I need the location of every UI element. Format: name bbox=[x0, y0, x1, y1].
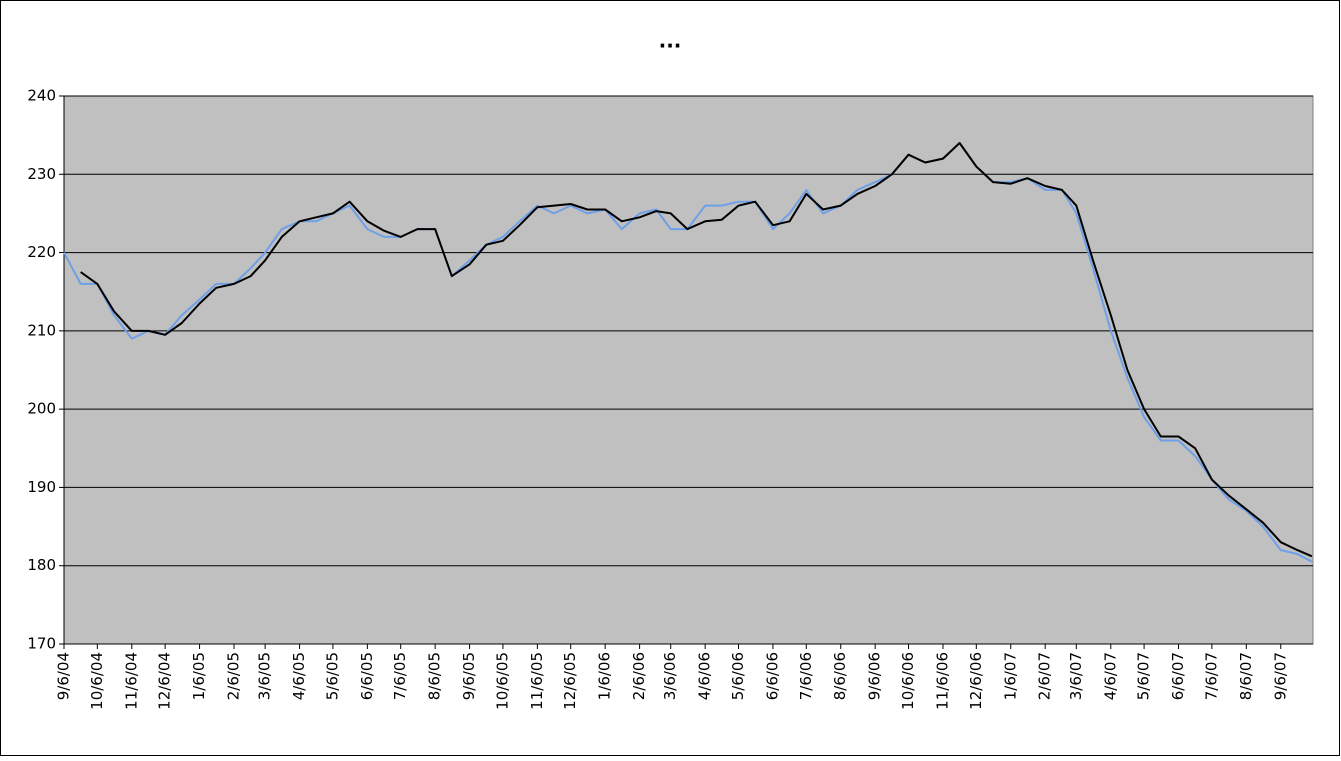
x-tick-label: 6/6/05 bbox=[358, 652, 376, 700]
x-tick-label: 11/6/05 bbox=[528, 652, 546, 710]
series-line bbox=[80, 142, 1313, 558]
x-tick-label: 10/6/04 bbox=[88, 652, 106, 710]
x-tick-label: 6/6/06 bbox=[763, 652, 781, 700]
y-tick-label: 190 bbox=[27, 478, 56, 496]
x-tick-label: 9/6/05 bbox=[460, 652, 478, 700]
x-tick-label: 7/6/05 bbox=[391, 652, 409, 700]
x-tick-label: 8/6/06 bbox=[831, 652, 849, 700]
x-tick-label: 7/6/06 bbox=[797, 652, 815, 700]
x-tick-label: 9/6/07 bbox=[1271, 652, 1289, 700]
x-tick-label: 3/6/06 bbox=[661, 652, 679, 700]
plot-area bbox=[63, 95, 1314, 645]
y-tick-label: 210 bbox=[27, 321, 56, 339]
x-tick-label: 10/6/06 bbox=[899, 652, 917, 710]
chart-title: ... bbox=[659, 29, 682, 53]
x-tick-label: 2/6/06 bbox=[630, 652, 648, 700]
x-tick-label: 3/6/07 bbox=[1067, 652, 1085, 700]
x-tick-label: 12/6/04 bbox=[156, 652, 174, 710]
x-tick-label: 9/6/04 bbox=[55, 652, 73, 700]
x-tick-label: 2/6/07 bbox=[1036, 652, 1054, 700]
x-tick-label: 12/6/05 bbox=[561, 652, 579, 710]
x-tick-label: 4/6/06 bbox=[696, 652, 714, 700]
x-tick-label: 9/6/06 bbox=[866, 652, 884, 700]
x-tick-label: 3/6/05 bbox=[256, 652, 274, 700]
x-tick-label: 2/6/05 bbox=[225, 652, 243, 700]
x-tick-label: 1/6/06 bbox=[596, 652, 614, 700]
x-tick-label: 8/6/07 bbox=[1237, 652, 1255, 700]
x-tick-label: 11/6/04 bbox=[122, 652, 140, 710]
x-tick-label: 7/6/07 bbox=[1202, 652, 1220, 700]
y-tick-label: 180 bbox=[27, 556, 56, 574]
x-tick-label: 11/6/06 bbox=[933, 652, 951, 710]
x-tick-label: 1/6/07 bbox=[1001, 652, 1019, 700]
y-tick-label: 200 bbox=[27, 400, 56, 418]
x-tick-label: 1/6/05 bbox=[190, 652, 208, 700]
x-tick-label: 10/6/05 bbox=[493, 652, 511, 710]
x-tick-label: 5/6/07 bbox=[1135, 652, 1153, 700]
y-tick-label: 220 bbox=[27, 243, 56, 261]
x-tick-label: 8/6/05 bbox=[426, 652, 444, 700]
x-tick-label: 4/6/05 bbox=[290, 652, 308, 700]
x-tick-label: 4/6/07 bbox=[1101, 652, 1119, 700]
x-tick-label: 5/6/05 bbox=[323, 652, 341, 700]
x-tick-label: 5/6/06 bbox=[729, 652, 747, 700]
x-tick-label: 12/6/06 bbox=[967, 652, 985, 710]
y-tick-label: 240 bbox=[27, 87, 56, 105]
x-tick-label: 6/6/07 bbox=[1169, 652, 1187, 700]
y-tick-label: 170 bbox=[27, 635, 56, 653]
y-tick-label: 230 bbox=[27, 165, 56, 183]
